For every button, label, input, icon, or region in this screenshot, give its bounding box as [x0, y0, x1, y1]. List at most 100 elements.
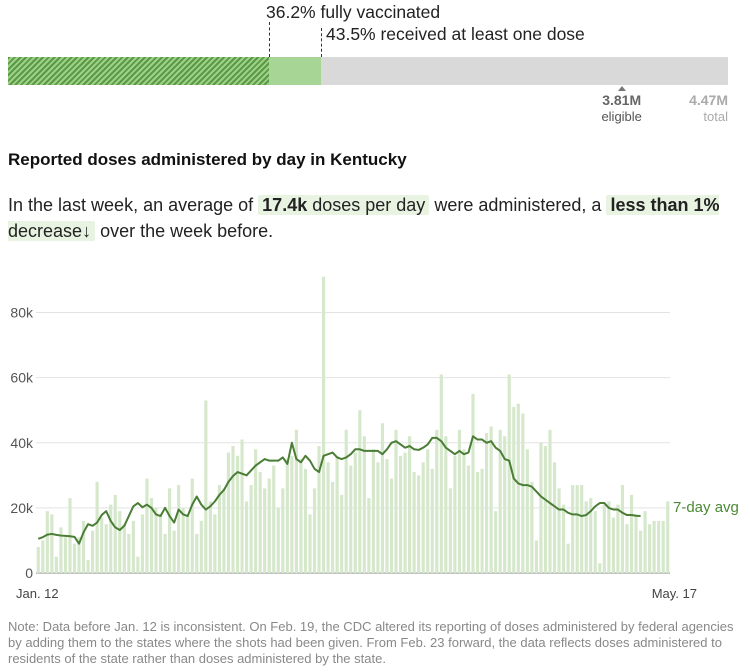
y-tick-label: 0 [25, 565, 33, 581]
daily-dose-bar [367, 498, 371, 573]
daily-dose-bar [403, 452, 407, 573]
daily-dose-bar [340, 494, 344, 573]
daily-dose-bar [507, 374, 511, 573]
daily-dose-bar [222, 488, 226, 573]
daily-dose-bar [543, 446, 548, 573]
daily-dose-bar [593, 511, 597, 573]
daily-dose-bar [127, 533, 131, 573]
daily-dose-bar [303, 468, 308, 573]
vaccination-progress-bar [8, 57, 728, 85]
daily-dose-bar [290, 455, 294, 573]
seven-day-average-line [37, 435, 641, 545]
change-suffix: decrease [8, 221, 83, 241]
daily-dose-bar [344, 429, 348, 573]
daily-dose-bar [575, 485, 579, 573]
daily-dose-bar [131, 520, 135, 573]
daily-dose-bar [294, 429, 298, 573]
daily-dose-bar [408, 436, 412, 573]
eligible-marker-icon [617, 86, 626, 91]
daily-dose-bar [54, 556, 58, 573]
daily-dose-bar [168, 488, 172, 573]
daily-dose-bar [561, 504, 566, 573]
daily-dose-bar [521, 413, 525, 573]
y-tick-label: 60k [10, 370, 34, 386]
daily-dose-bar [589, 498, 593, 573]
summary-part3: over the week before. [100, 221, 274, 241]
total-value: 4.47M [689, 92, 728, 108]
daily-dose-bar [657, 520, 661, 573]
gridlines [36, 312, 670, 574]
daily-dose-bar [435, 429, 439, 573]
eligible-label: eligible [601, 109, 642, 124]
daily-dose-bar [421, 462, 425, 573]
daily-dose-bar [109, 504, 113, 573]
daily-dose-bar [231, 446, 235, 573]
daily-dose-bar [376, 462, 380, 573]
daily-dose-bar [444, 436, 448, 573]
y-tick-label: 40k [10, 435, 34, 451]
one-dose-marker [321, 28, 323, 57]
total-label: total [703, 109, 728, 124]
daily-dose-bar [299, 459, 303, 573]
daily-dose-bar [281, 488, 285, 573]
daily-dose-bar [439, 374, 443, 573]
daily-dose-bar [91, 530, 95, 573]
daily-dose-bar [380, 423, 385, 573]
daily-dose-bar [552, 462, 557, 573]
daily-dose-bar [118, 511, 122, 573]
daily-dose-bar [77, 537, 81, 573]
summary-part2: were administered, a [434, 195, 602, 215]
daily-dose-bar [254, 449, 258, 573]
daily-dose-bar [154, 507, 158, 573]
daily-dose-bar [181, 507, 185, 573]
daily-dose-bar [398, 455, 403, 573]
daily-dose-bar [503, 436, 507, 573]
fully-vaccinated-label: 36.2% fully vaccinated [266, 2, 441, 22]
daily-dose-bar [512, 406, 516, 573]
daily-dose-bar [217, 485, 221, 573]
daily-dose-bar [571, 485, 575, 573]
daily-dose-bar [475, 472, 480, 573]
y-tick-label: 80k [10, 305, 34, 321]
daily-dose-bar [312, 488, 317, 573]
chart-title: Reported doses administered by day in Ke… [8, 150, 407, 169]
daily-dose-bar [104, 524, 108, 573]
one-dose-label: 43.5% received at least one dose [326, 24, 585, 44]
daily-dose-bar [195, 533, 199, 573]
daily-dose-bar [389, 478, 394, 573]
daily-dose-bar [50, 514, 54, 573]
down-arrow-icon: ↓ [82, 221, 92, 241]
daily-dose-bar [59, 527, 63, 573]
daily-dose-bar [213, 514, 217, 573]
fully-vaccinated-segment [8, 57, 269, 85]
daily-dose-bar [208, 501, 212, 573]
daily-dose-bar [335, 455, 339, 573]
daily-dose-bar [466, 465, 471, 573]
daily-dose-bar [625, 524, 629, 573]
daily-dose-bar [349, 465, 353, 573]
summary-part1: In the last week, an average of [8, 195, 254, 215]
daily-dose-bar [331, 481, 335, 573]
average-suffix: doses per day [312, 195, 426, 215]
x-start-label: Jan. 12 [16, 586, 59, 601]
daily-dose-bar [321, 276, 326, 573]
daily-dose-bar [371, 449, 375, 573]
daily-dose-bar [448, 488, 452, 573]
average-value: 17.4k [262, 195, 308, 215]
daily-dose-bar [113, 494, 117, 573]
daily-dose-bar [426, 449, 430, 573]
seven-day-average-label: 7-day avg [673, 499, 739, 516]
x-end-label: May. 17 [652, 586, 697, 601]
summary-text: In the last week, an average of 17.4k do… [8, 192, 738, 244]
fully-vaccinated-marker [268, 22, 270, 57]
daily-dose-bar [616, 504, 620, 573]
doses-chart: 0 20k 40k 60k 80k 7-day avg Jan. 12 May. 17 [10, 276, 739, 601]
daily-dose-bar [534, 540, 538, 573]
daily-dose-bar [145, 478, 149, 573]
daily-dose-bar [36, 546, 40, 573]
daily-dose-bar [267, 478, 271, 573]
daily-dose-bar [530, 481, 534, 573]
daily-dose-bar [72, 543, 77, 573]
daily-dose-bar [457, 429, 462, 573]
daily-dose-bar [163, 533, 167, 573]
